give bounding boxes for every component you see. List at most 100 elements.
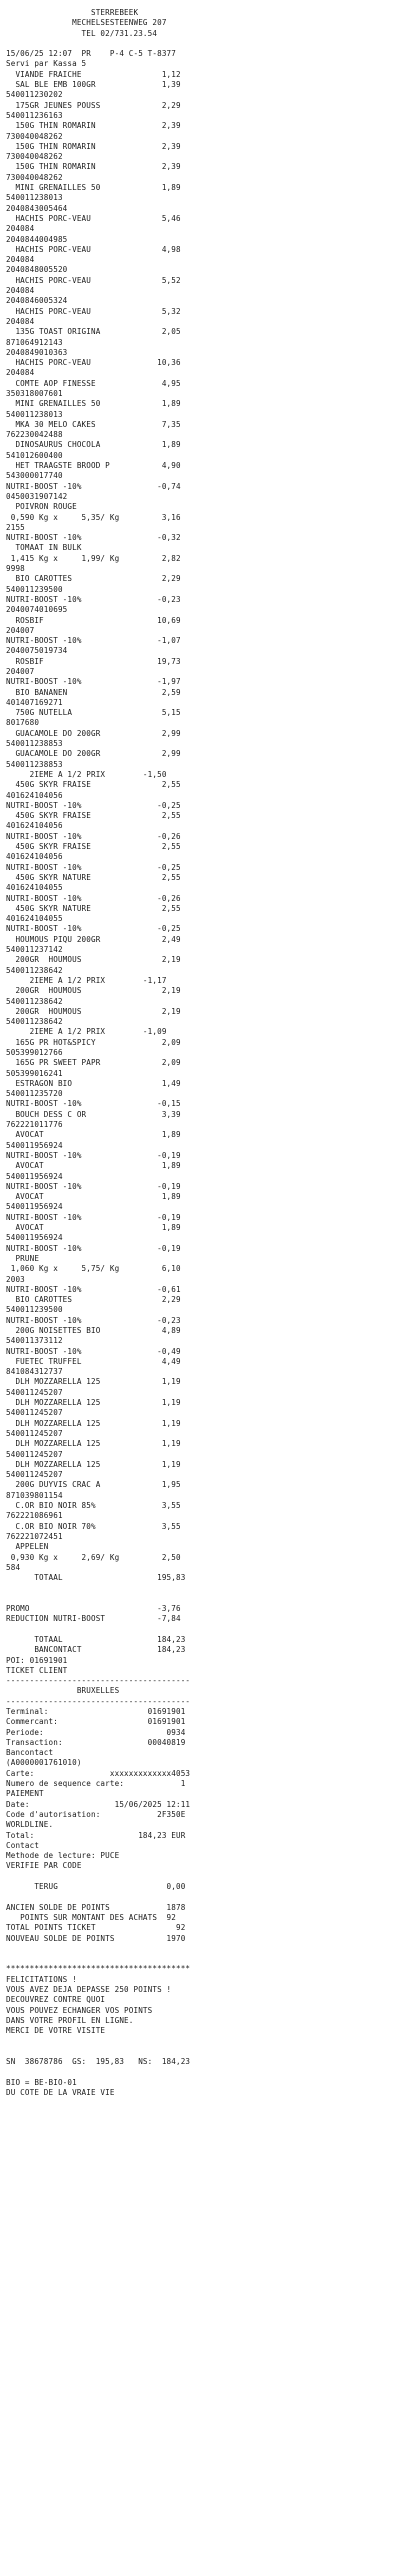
receipt-line: 401624104055 — [6, 883, 63, 893]
receipt-line: 730040048262 — [6, 152, 63, 162]
receipt-line: NUTRI-BOOST -10% -0,23 — [6, 1315, 181, 1325]
receipt-line: NUTRI-BOOST -10% -0,25 — [6, 862, 181, 872]
receipt-line: ANCIEN SOLDE DE POINTS 1878 — [6, 1902, 186, 1912]
receipt-line: Date: 15/06/2025 12:11 — [6, 1799, 191, 1809]
receipt-line: 450G SKYR FRAISE 2,55 — [6, 811, 181, 821]
receipt-line: (A0000001761010) — [6, 1758, 82, 1768]
receipt-line: 762230042488 — [6, 430, 63, 440]
receipt-line: 762221086961 — [6, 1511, 63, 1521]
receipt-line: Numero de sequence carte: 1 — [6, 1779, 186, 1789]
receipt-line: 540011956924 — [6, 1171, 63, 1181]
receipt-line: 204084 — [6, 368, 35, 378]
receipt-line: 540011230202 — [6, 90, 63, 100]
receipt-line: DU COTE DE LA VRAIE VIE — [6, 2087, 115, 2097]
receipt-line — [0, 1625, 420, 1635]
receipt-line: 871039801154 — [6, 1490, 63, 1500]
receipt-line: 540011245207 — [6, 1408, 63, 1418]
receipt-line: 150G THIN ROMARIN 2,39 — [6, 121, 181, 131]
receipt-line — [0, 1583, 420, 1593]
receipt-line: 2040846005324 — [6, 296, 68, 306]
receipt-line: NUTRI-BOOST -10% -0,26 — [6, 893, 181, 903]
receipt-line: VERIFIE PAR CODE — [6, 1861, 82, 1871]
receipt-line: 450G SKYR NATURE 2,55 — [6, 903, 181, 913]
receipt-line: 175GR JEUNES POUSS 2,29 — [6, 100, 181, 110]
receipt-line — [0, 39, 420, 49]
receipt-line: 730040048262 — [6, 131, 63, 141]
receipt-line: AVOCAT 1,89 — [6, 1192, 181, 1202]
receipt-line: 540011238853 — [6, 739, 63, 749]
receipt-line: 540011956924 — [6, 1140, 63, 1150]
receipt-line: 2003 — [6, 1274, 25, 1284]
receipt-line: 204084 — [6, 286, 35, 296]
receipt-line: Terminal: 01691901 — [6, 1706, 186, 1716]
receipt-line: BANCONTACT 184,23 — [6, 1645, 186, 1655]
receipt-line: Total: 184,23 EUR — [6, 1830, 186, 1840]
receipt-line: Methode de lecture: PUCE — [6, 1851, 120, 1861]
receipt-line: NUTRI-BOOST -10% -0,19 — [6, 1243, 181, 1253]
receipt-line: DECOUVREZ CONTRE QUOI — [6, 1995, 106, 2005]
receipt-line: AVOCAT 1,89 — [6, 1130, 181, 1140]
receipt-line — [0, 2047, 420, 2057]
receipt-line: VOUS AVEZ DEJA DEPASSE 250 POINTS ! — [6, 1985, 172, 1994]
receipt-line: 540011245207 — [6, 1387, 63, 1397]
receipt-line: 540011239500 — [6, 1305, 63, 1315]
receipt-line — [0, 1944, 420, 1954]
receipt-line: 584 — [6, 1562, 21, 1572]
receipt-line: 200GR HOUMOUS 2,19 — [6, 986, 181, 996]
receipt-line: DLH MOZZARELLA 125 1,19 — [6, 1439, 181, 1449]
receipt-line: NUTRI-BOOST -10% -0,49 — [6, 1346, 181, 1356]
receipt-line: NOUVEAU SOLDE DE POINTS 1970 — [6, 1933, 186, 1943]
receipt-line: DLH MOZZARELLA 125 1,19 — [6, 1377, 181, 1387]
receipt-line: BIO CAROTTES 2,29 — [6, 1295, 181, 1305]
receipt-line: POINTS SUR MONTANT DES ACHATS 92 — [6, 1912, 176, 1922]
receipt-line: APPELEN — [6, 1542, 49, 1552]
receipt-line: 204084 — [6, 255, 35, 265]
receipt-line: 2040843005464 — [6, 203, 68, 213]
receipt-line: NUTRI-BOOST -10% -0,32 — [6, 533, 181, 543]
receipt-line: *************************************** — [6, 1964, 191, 1974]
receipt-line: TOTAAL 184,23 — [6, 1634, 186, 1644]
receipt-line: BIO BANANEN 2,59 — [6, 687, 181, 697]
receipt-line — [0, 2067, 420, 2077]
receipt-line: 0,930 Kg x 2,69/ Kg 2,50 — [6, 1552, 181, 1562]
receipt-line: 204007 — [6, 667, 35, 676]
receipt-line: 543000017740 — [6, 471, 63, 481]
receipt-line: 540011238642 — [6, 1017, 63, 1027]
receipt-line: 0450031907142 — [6, 491, 68, 501]
receipt-line: C.OR BIO NOIR 85% 3,55 — [6, 1501, 181, 1511]
receipt-line: 450G SKYR FRAISE 2,55 — [6, 842, 181, 852]
receipt-line: AVOCAT 1,89 — [6, 1223, 181, 1233]
receipt-line: 540011236163 — [6, 110, 63, 120]
receipt-line: 540011245207 — [6, 1449, 63, 1459]
receipt-line: ESTRAGON BIO 1,49 — [6, 1078, 181, 1088]
receipt-line: NUTRI-BOOST -10% -1,97 — [6, 677, 181, 687]
receipt-line: 15/06/25 12:07 PR P-4 C-5 T-8377 — [6, 49, 176, 59]
receipt-line: TEL 02/731.23.54 — [6, 28, 158, 38]
receipt-line: Code d'autorisation: 2F350E — [6, 1809, 186, 1819]
receipt-line: 204084 — [6, 224, 35, 234]
receipt-line: POIVRON ROUGE — [6, 502, 77, 512]
receipt-line: HACHIS PORC-VEAU 5,46 — [6, 213, 181, 223]
receipt-line: 204084 — [6, 316, 35, 326]
receipt-line: MINI GRENAILLES 50 1,89 — [6, 399, 181, 409]
receipt-line: C.OR BIO NOIR 70% 3,55 — [6, 1521, 181, 1531]
receipt-line: NUTRI-BOOST -10% -0,74 — [6, 481, 181, 491]
receipt-line: 2040844004985 — [6, 234, 68, 244]
receipt-line: 2155 — [6, 522, 25, 532]
receipt-line: HACHIS PORC-VEAU 5,32 — [6, 306, 181, 316]
receipt-line: ROSBIF 19,73 — [6, 656, 181, 666]
receipt-line — [0, 1954, 420, 1964]
receipt-line — [0, 2036, 420, 2046]
receipt-line: 200G NOISETTES BIO 4,89 — [6, 1326, 181, 1335]
receipt-line: 762221072451 — [6, 1531, 63, 1541]
receipt-line: DLH MOZZARELLA 125 1,19 — [6, 1418, 181, 1428]
receipt-line: 150G THIN ROMARIN 2,39 — [6, 162, 181, 172]
receipt-line: NUTRI-BOOST -10% -0,15 — [6, 1099, 181, 1109]
receipt-line: 540011235720 — [6, 1089, 63, 1099]
receipt-line: BRUXELLES — [6, 1686, 120, 1696]
receipt-line: Carte: xxxxxxxxxxxxx4053 — [6, 1768, 191, 1778]
receipt-line: 8017680 — [6, 718, 40, 728]
receipt-line: 540011238642 — [6, 965, 63, 975]
receipt-line: SAL BLE EMB 100GR 1,39 — [6, 80, 181, 90]
receipt-line: ROSBIF 10,69 — [6, 615, 181, 625]
